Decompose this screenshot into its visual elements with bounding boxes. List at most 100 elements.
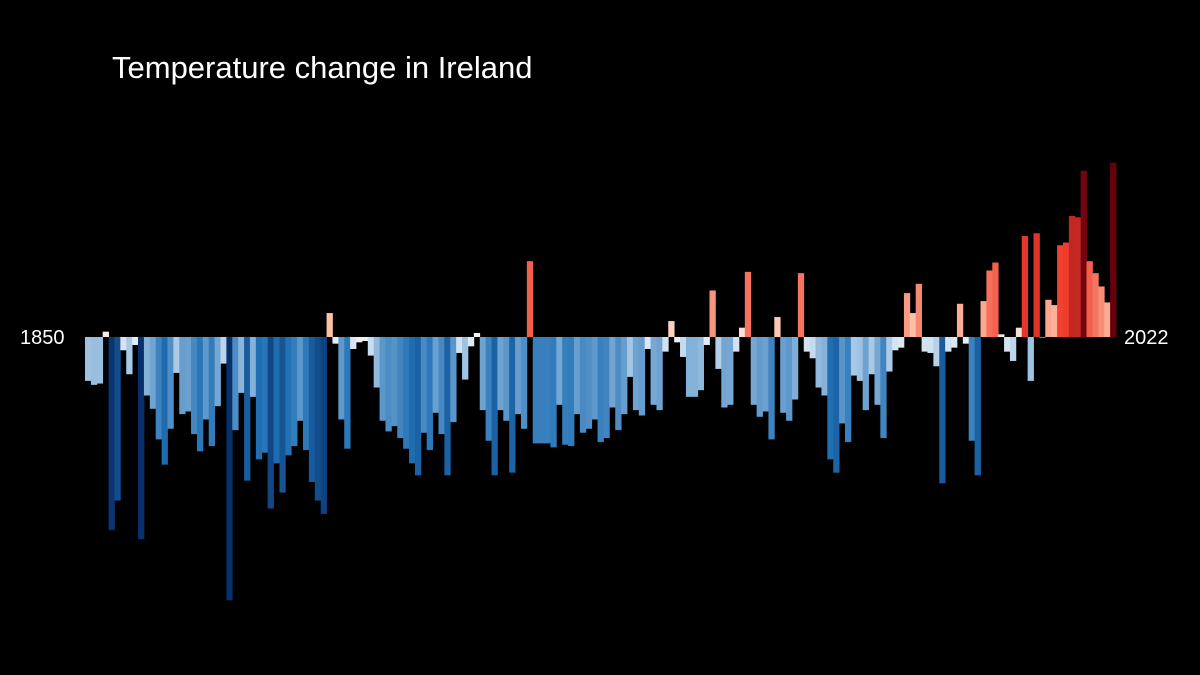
end-year-label: 2022 (1124, 327, 1169, 349)
bar-1869 (196, 337, 204, 452)
bar-2001 (974, 337, 981, 476)
bar-1952 (685, 337, 693, 397)
bar-1851 (90, 337, 98, 385)
bar-1919 (491, 337, 498, 476)
bar-1882 (273, 337, 280, 464)
bar-2015 (1057, 245, 1064, 337)
bar-1932 (568, 337, 575, 447)
bar-1922 (509, 337, 516, 473)
bar-1958 (721, 337, 728, 408)
bar-1949 (668, 321, 675, 337)
bar-1879 (255, 337, 263, 460)
bar-1963 (750, 337, 758, 405)
bar-1928 (544, 337, 551, 444)
bar-1962 (744, 271, 752, 337)
bar-1966 (768, 337, 775, 440)
bar-1931 (562, 337, 569, 445)
bar-1863 (161, 337, 168, 465)
bar-1868 (191, 337, 198, 435)
bar-1870 (202, 337, 210, 420)
bar-1859 (138, 337, 145, 540)
bar-1916 (473, 333, 481, 337)
bar-1929 (550, 337, 557, 448)
bar-1866 (179, 337, 186, 415)
bar-2017 (1068, 215, 1076, 337)
bar-1893 (338, 337, 345, 420)
bar-1979 (844, 337, 852, 443)
bar-1970 (791, 337, 799, 400)
bar-1978 (839, 337, 846, 424)
bar-1955 (703, 337, 710, 345)
bar-2012 (1039, 337, 1046, 338)
bar-1987 (892, 337, 899, 351)
bar-1853 (102, 331, 109, 337)
bar-1908 (426, 337, 433, 451)
bar-2018 (1074, 217, 1082, 337)
bar-1858 (132, 337, 139, 345)
bar-1897 (361, 337, 369, 341)
bar-1942 (627, 337, 634, 377)
bar-1872 (214, 337, 221, 407)
bar-1951 (680, 337, 687, 357)
bar-1935 (585, 337, 593, 429)
bar-1986 (886, 337, 893, 372)
bar-1976 (827, 337, 834, 460)
bar-1972 (803, 337, 811, 352)
bar-1850 (85, 337, 92, 381)
bar-1973 (809, 337, 816, 359)
bar-1860 (143, 337, 151, 396)
bar-1889 (314, 337, 322, 501)
bar-1947 (656, 337, 663, 411)
bar-1873 (220, 337, 227, 364)
bar-1900 (379, 337, 386, 421)
bar-1950 (674, 337, 681, 343)
bar-1911 (444, 337, 451, 476)
bar-1937 (597, 337, 604, 443)
bar-1902 (391, 337, 398, 427)
bar-1896 (356, 337, 363, 343)
bar-1894 (344, 337, 351, 449)
bar-2022 (1098, 286, 1105, 337)
bar-1906 (414, 337, 422, 476)
bar-1995 (939, 337, 946, 484)
bar-2014 (1051, 305, 1058, 337)
bar-1881 (267, 337, 274, 509)
bar-1909 (432, 337, 439, 413)
bar-1887 (302, 337, 310, 451)
bar-1871 (208, 337, 216, 447)
bar-1954 (697, 337, 704, 391)
bar-1975 (821, 337, 828, 396)
bar-1874 (226, 337, 233, 601)
bar-1977 (833, 337, 840, 473)
bar-1861 (149, 337, 157, 409)
bar-1990 (909, 313, 917, 337)
bar-1913 (456, 337, 463, 353)
bar-2005 (998, 334, 1005, 337)
bar-1888 (308, 337, 316, 482)
chart-title: Temperature change in Ireland (112, 50, 533, 85)
bar-1886 (297, 337, 304, 421)
bar-1878 (249, 337, 257, 397)
bar-1969 (786, 337, 793, 421)
bar-1960 (733, 337, 740, 352)
bar-1921 (503, 337, 510, 421)
bar-2008 (1015, 327, 1023, 337)
bar-1956 (709, 290, 716, 337)
bars-group (85, 162, 1117, 601)
bar-2010 (1027, 337, 1034, 381)
bar-1991 (915, 283, 922, 337)
bar-1988 (898, 337, 905, 348)
bar-1946 (650, 337, 657, 405)
bar-1854 (108, 337, 115, 530)
bar-1974 (815, 337, 822, 388)
bar-1948 (662, 337, 669, 352)
bar-1953 (691, 337, 699, 397)
bar-2000 (968, 337, 975, 441)
start-year-label: 1850 (20, 327, 65, 349)
bar-1855 (114, 337, 121, 501)
bar-1867 (185, 337, 192, 412)
bar-1912 (450, 337, 457, 423)
bar-1915 (467, 337, 475, 347)
bar-1939 (609, 337, 616, 408)
